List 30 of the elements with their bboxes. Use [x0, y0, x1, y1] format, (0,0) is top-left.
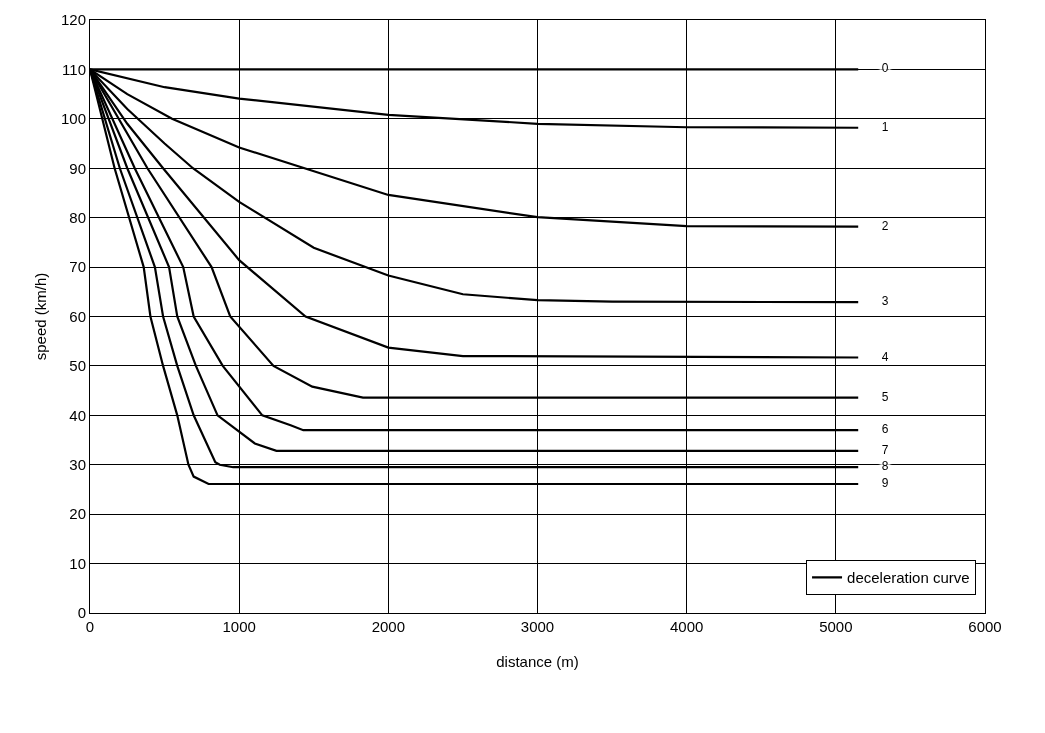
y-tick-label: 70	[69, 258, 86, 276]
annotation: 9	[881, 476, 889, 491]
annotation: 4	[881, 349, 889, 364]
y-tick-label: 110	[62, 60, 86, 78]
x-tick-label: 4000	[669, 618, 704, 635]
annotation: 3	[881, 294, 889, 309]
y-tick-label: 100	[60, 110, 86, 128]
y-tick-label: 30	[69, 456, 86, 473]
annotation: 2	[881, 218, 889, 233]
y-tick-label: 0	[77, 604, 86, 622]
y-tick-label: 20	[69, 505, 86, 523]
annotation: 5	[881, 389, 889, 404]
y-tick-label: 40	[69, 406, 86, 424]
y-tick-label: 80	[69, 208, 86, 226]
x-tick-label: 5000	[819, 618, 853, 635]
y-tick-label: 10	[69, 554, 86, 572]
x-tick-label: 6000	[968, 618, 1002, 635]
x-tick-label: 2000	[371, 618, 406, 635]
annotation: 6	[881, 422, 889, 437]
y-axis-title: speed (km/h)	[32, 272, 50, 361]
x-tick-label: 3000	[520, 618, 555, 635]
x-axis-title: distance (m)	[496, 653, 579, 670]
y-tick-label: 90	[69, 159, 86, 177]
y-tick-label: 120	[60, 11, 86, 29]
annotation: 7	[881, 442, 889, 457]
annotation: 1	[881, 119, 889, 134]
x-tick-label: 1000	[222, 618, 256, 635]
y-tick-label: 50	[69, 357, 86, 375]
y-tick-label: 60	[69, 307, 86, 325]
legend-label: deceleration curve	[847, 569, 970, 587]
